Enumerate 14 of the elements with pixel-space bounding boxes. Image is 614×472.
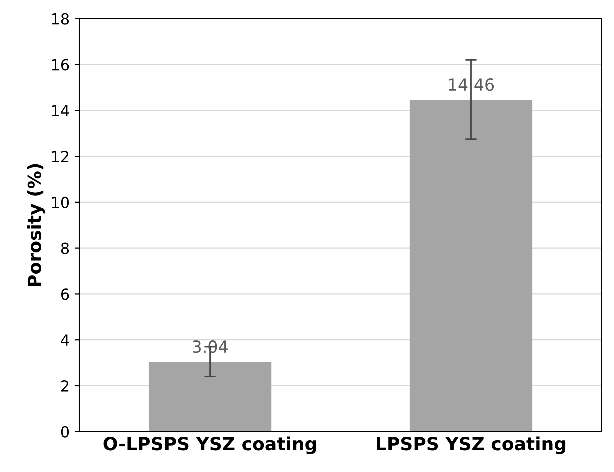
x-tick-label: O-LPSPS YSZ coating bbox=[104, 436, 316, 454]
y-tick-label: 10 bbox=[52, 196, 70, 208]
y-tick-label: 12 bbox=[52, 151, 69, 162]
y-tick-label: 2 bbox=[61, 380, 69, 392]
y-tick-label: 0 bbox=[61, 426, 70, 438]
y-tick-label: 14 bbox=[52, 105, 70, 116]
y-axis-title: Porosity (%) bbox=[27, 164, 46, 286]
y-tick-label: 18 bbox=[52, 13, 70, 25]
y-tick-label: 4 bbox=[61, 334, 70, 346]
y-tick-label: 6 bbox=[61, 288, 70, 300]
y-tick-label: 8 bbox=[61, 242, 70, 254]
y-tick-label: 16 bbox=[52, 59, 70, 71]
data-label: 3.04 bbox=[193, 340, 228, 354]
x-tick-label: LPSPS YSZ coating bbox=[377, 436, 566, 454]
